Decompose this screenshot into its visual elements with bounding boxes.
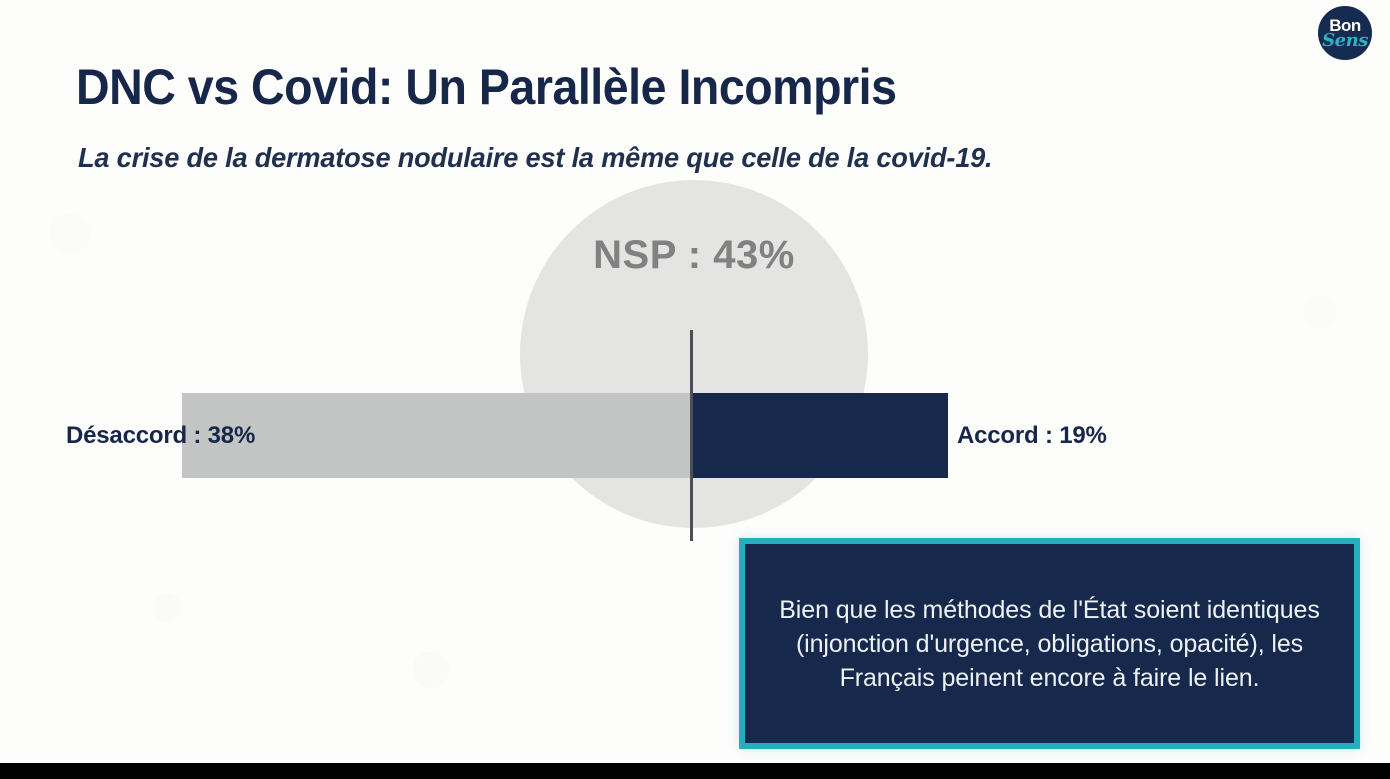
logo-text-bon: Bon [1329,15,1361,35]
page-title: DNC vs Covid: Un Parallèle Incompris [76,59,897,115]
bottom-letterbox-bar [0,763,1390,779]
chart-center-divider [690,330,693,541]
desaccord-value-label: Désaccord : 38% [66,422,256,449]
accord-value-label: Accord : 19% [957,422,1107,449]
nsp-value-label: NSP : 43% [593,233,795,277]
bar-accord [691,393,948,478]
page-subtitle: La crise de la dermatose nodulaire est l… [78,142,993,173]
callout-box: Bien que les méthodes de l'État soient i… [739,538,1360,749]
callout-text: Bien que les méthodes de l'État soient i… [779,595,1320,692]
logo-text-sens: Sens [1322,29,1368,51]
bon-sens-logo[interactable]: Bon Sens [1318,6,1372,60]
bar-desaccord [182,393,691,478]
